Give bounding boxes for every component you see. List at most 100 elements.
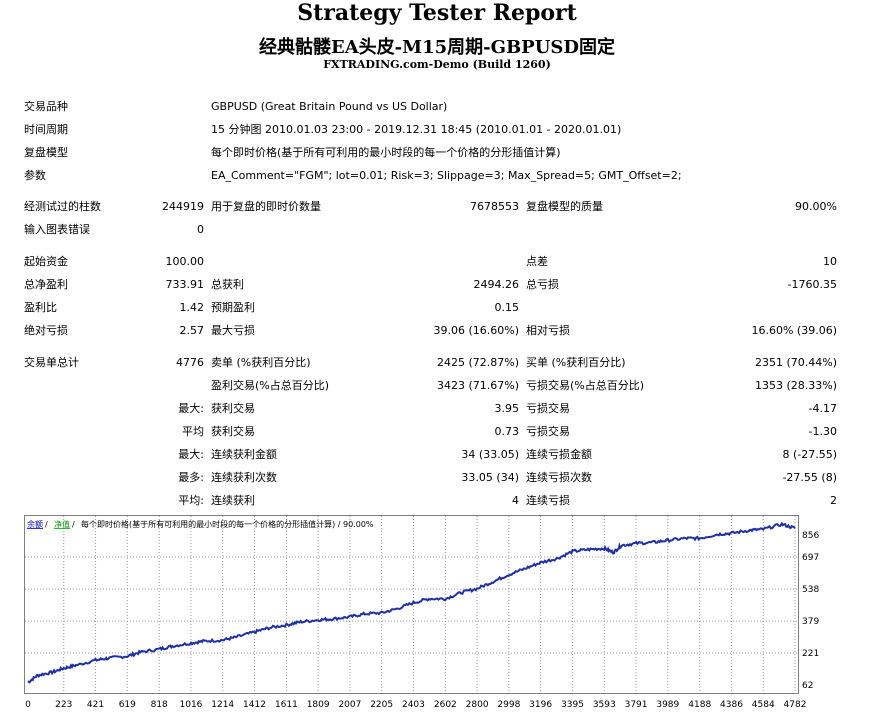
errors-label: 输入图表错误 [24,223,90,236]
profit-trades-value: 3423 (71.67%) [436,379,519,392]
gross-loss-value: -1760.35 [787,278,837,291]
x-tick-label: 2007 [338,700,361,710]
absolute-drawdown-label: 绝对亏损 [24,324,68,337]
average-prefix: 平均 [182,425,204,438]
loss-trades-label: 亏损交易(%占总百分比) [526,379,645,392]
x-tick-label: 223 [55,700,72,710]
most-consecutive-prefix: 最多: [178,471,204,484]
x-tick-label: 4782 [784,700,807,710]
ticks-value: 7678553 [470,200,519,213]
short-positions-value: 2425 (72.87%) [436,356,519,369]
chart-legend: 余额 / 净值 / 每个即时价格(基于所有可利用的最小时段的每一个价格的分形插值… [27,519,374,529]
consecutive-losses-amount-value: 8 (-27.55) [782,448,837,461]
absolute-drawdown-value: 2.57 [179,324,205,337]
consecutive-losses-count-label: 连续亏损次数 [526,471,592,484]
y-tick-label: 62 [802,681,813,691]
relative-drawdown-label: 相对亏损 [526,324,570,337]
average-profit-label: 获利交易 [211,425,255,438]
largest-profit-value: 3.95 [494,402,520,415]
x-tick-label: 2800 [466,700,489,710]
x-tick-label: 1611 [275,700,298,710]
average-profit-value: 0.73 [494,425,520,438]
parameters-value: EA_Comment="FGM"; lot=0.01; Risk=3; Slip… [211,169,682,182]
average-loss-value: -1.30 [808,425,837,438]
net-profit-label: 总净盈利 [24,278,68,291]
expected-payoff-label: 预期盈利 [211,301,255,314]
legend-separator-2: / [72,520,75,529]
symbol-value: GBPUSD (Great Britain Pound vs US Dollar… [211,100,448,113]
y-tick-label: 856 [802,531,819,541]
gross-profit-label: 总获利 [211,278,244,291]
gross-profit-value: 2494.26 [473,278,520,291]
x-tick-label: 3196 [529,700,552,710]
consecutive-losses-count-value: -27.55 (8) [782,471,837,484]
spread-value: 10 [823,255,837,268]
x-tick-label: 818 [151,700,168,710]
average-consecutive-losses-value: 2 [830,494,837,507]
y-tick-label: 379 [802,617,819,627]
balance-series-line [27,521,796,684]
x-tick-label: 4584 [752,700,775,710]
x-tick-label: 3593 [593,700,616,710]
average-consecutive-wins-label: 连续获利 [211,494,255,507]
x-tick-label: 619 [119,700,136,710]
x-tick-label: 1214 [211,700,234,710]
profit-factor-label: 盈利比 [24,301,57,314]
x-tick-label: 2403 [402,700,425,710]
report-subtitle: 经典骷髅EA头皮-M15周期-GBPUSD固定 [258,37,616,58]
consecutive-losses-amount-label: 连续亏损金额 [526,448,592,461]
x-tick-label: 2205 [370,700,393,710]
x-tick-label: 3989 [656,700,679,710]
consecutive-wins-count-value: 33.05 (34) [461,471,519,484]
bars-value: 244919 [162,200,204,213]
total-trades-label: 交易单总计 [24,356,79,369]
consecutive-wins-amount-label: 连续获利金额 [211,448,277,461]
y-tick-label: 538 [802,585,819,595]
largest-prefix: 最大: [178,402,204,415]
max-drawdown-value: 39.06 (16.60%) [433,324,519,337]
x-tick-label: 1809 [307,700,330,710]
average-consecutive-wins-value: 4 [512,494,519,507]
errors-value: 0 [197,223,204,236]
legend-separator-1: / [45,520,48,529]
deposit-label: 起始资金 [24,255,68,268]
x-tick-label: 2602 [434,700,457,710]
period-label: 时间周期 [24,123,68,136]
profit-trades-label: 盈利交易(%占总百分比) [211,379,330,392]
legend-balance: 余额 [27,519,43,529]
consecutive-wins-amount-value: 34 (33.05) [461,448,519,461]
short-positions-label: 卖单 (%获利百分比) [211,356,311,369]
x-tick-label: 4188 [688,700,711,710]
model-label: 复盘模型 [24,146,68,159]
average-consecutive-losses-label: 连续亏损 [526,494,570,507]
quality-value: 90.00% [795,200,837,213]
symbol-label: 交易品种 [24,100,68,113]
largest-loss-value: -4.17 [808,402,837,415]
expected-payoff-value: 0.15 [494,301,520,314]
report-title: Strategy Tester Report [297,0,577,26]
server-build: FXTRADING.com-Demo (Build 1260) [323,58,551,71]
spread-label: 点差 [526,255,548,268]
x-tick-label: 3395 [561,700,584,710]
net-profit-value: 733.91 [165,278,205,291]
bars-label: 经测试过的柱数 [24,200,101,213]
average-loss-label: 亏损交易 [526,425,570,438]
consecutive-wins-count-label: 连续获利次数 [211,471,277,484]
ticks-label: 用于复盘的即时价数量 [211,200,321,213]
y-tick-label: 221 [802,649,819,659]
chart-x-axis: 0 223 421 619 818 1016 1214 1412 1611 1809 2007 220… [25,700,806,710]
balance-chart: 余额 / 净值 / 每个即时价格(基于所有可利用的最小时段的每一个价格的分形插值… [24,515,819,710]
x-tick-label: 2998 [497,700,520,710]
x-tick-label: 3791 [625,700,648,710]
average-consecutive-prefix: 平均: [178,494,204,507]
loss-trades-value: 1353 (28.33%) [754,379,837,392]
quality-label: 复盘模型的质量 [526,200,603,213]
x-tick-label: 0 [25,700,31,710]
chart-y-axis: 856 697 538 379 221 62 [802,531,819,691]
x-tick-label: 1016 [180,700,203,710]
long-positions-value: 2351 (70.44%) [754,356,837,369]
period-value: 15 分钟图 2010.01.03 23:00 - 2019.12.31 18:… [211,123,622,136]
x-tick-label: 1412 [243,700,266,710]
largest-loss-label: 亏损交易 [526,402,570,415]
max-consecutive-prefix: 最大: [178,448,204,461]
